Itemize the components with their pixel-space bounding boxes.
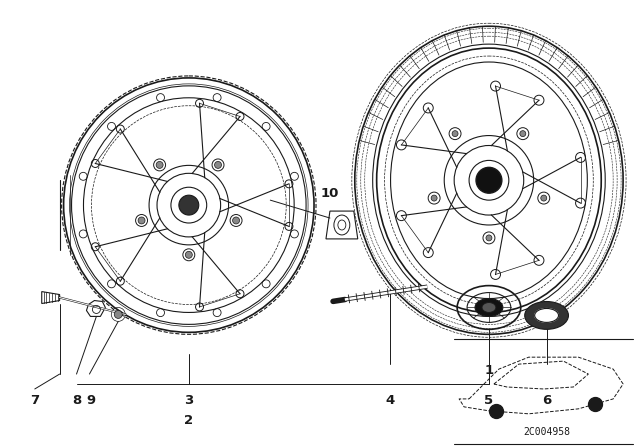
- Text: 3: 3: [184, 394, 193, 407]
- Ellipse shape: [482, 302, 496, 312]
- Ellipse shape: [138, 217, 145, 224]
- Ellipse shape: [476, 168, 502, 193]
- Ellipse shape: [475, 298, 503, 316]
- Ellipse shape: [525, 302, 568, 329]
- Ellipse shape: [452, 131, 458, 137]
- Text: 2: 2: [184, 414, 193, 427]
- Text: 8: 8: [72, 394, 81, 407]
- Text: 2C004958: 2C004958: [523, 426, 570, 437]
- Ellipse shape: [186, 251, 192, 258]
- Ellipse shape: [431, 195, 437, 201]
- Text: 5: 5: [484, 394, 493, 407]
- Ellipse shape: [486, 235, 492, 241]
- Text: 1: 1: [484, 364, 493, 377]
- Text: 6: 6: [542, 394, 551, 407]
- Text: 4: 4: [385, 394, 394, 407]
- Text: 10: 10: [321, 187, 339, 200]
- Ellipse shape: [520, 131, 526, 137]
- Ellipse shape: [156, 161, 163, 168]
- Ellipse shape: [179, 195, 199, 215]
- Ellipse shape: [534, 309, 559, 323]
- Ellipse shape: [541, 195, 547, 201]
- Text: 9: 9: [87, 394, 96, 407]
- Ellipse shape: [214, 161, 221, 168]
- Ellipse shape: [232, 217, 239, 224]
- Ellipse shape: [115, 310, 122, 319]
- Text: 7: 7: [30, 394, 39, 407]
